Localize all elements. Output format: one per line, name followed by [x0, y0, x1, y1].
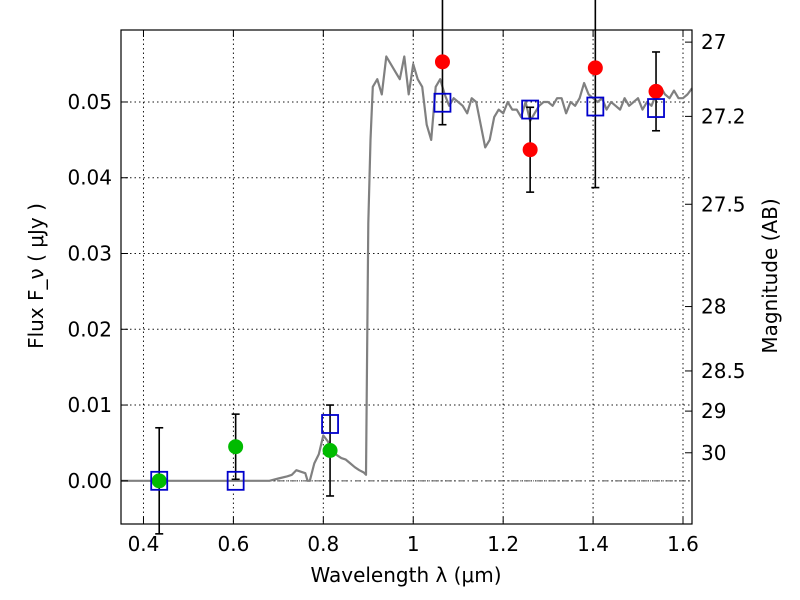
x-tick-label: 1 — [407, 532, 420, 556]
x-tick-label: 1.2 — [487, 532, 519, 556]
y2-tick-label: 29 — [701, 399, 726, 423]
y-tick-label: 0.00 — [67, 469, 112, 493]
y-tick-label: 0.02 — [67, 317, 112, 341]
observation-point — [322, 443, 338, 459]
x-tick-label: 1.4 — [577, 532, 609, 556]
y2-tick-label: 27 — [701, 30, 726, 54]
plot-frame — [120, 29, 693, 525]
x-tick-label: 1.6 — [667, 532, 699, 556]
observation-point — [151, 473, 167, 489]
x-axis-label: Wavelength λ (μm) — [310, 563, 501, 587]
spectrum-group — [121, 55, 693, 482]
model-point — [586, 96, 605, 117]
model-point — [433, 92, 452, 113]
y2-tick-label: 27.2 — [701, 104, 746, 128]
y2-axis-label: Magnitude (AB) — [758, 198, 782, 353]
model-points — [150, 92, 665, 491]
model-point — [226, 470, 245, 491]
y-tick-label: 0.01 — [67, 393, 112, 417]
model-point — [521, 99, 540, 120]
y-tick-label: 0.03 — [67, 242, 112, 266]
observation-point — [648, 83, 664, 99]
y2-tick-label: 28 — [701, 295, 726, 319]
y2-tick-label: 28.5 — [701, 359, 746, 383]
observation-points — [151, 54, 664, 489]
x-tick-label: 0.6 — [217, 532, 249, 556]
spectrum-line — [121, 55, 693, 482]
grid-lines — [121, 30, 692, 524]
observation-point — [522, 142, 538, 158]
y-axis-label: Flux F_ν ( μJy ) — [24, 203, 48, 349]
y2-tick-label: 27.5 — [701, 192, 746, 216]
x-tick-label: 0.4 — [128, 532, 160, 556]
model-point — [321, 414, 339, 434]
y-tick-label: 0.04 — [67, 166, 112, 190]
model-point — [647, 98, 665, 118]
y-axis-ticks: 0.00 0.01 0.02 0.03 0.04 0.05 — [67, 90, 128, 493]
y2-tick-label: 30 — [701, 441, 726, 465]
observation-point — [228, 439, 244, 455]
observation-point — [587, 60, 603, 76]
model-point — [150, 470, 169, 491]
x-axis-ticks: 0.4 0.6 0.8 1 1.2 1.4 1.6 — [128, 30, 699, 556]
observation-point — [434, 54, 450, 70]
y2-axis-ticks: 27 27.2 27.5 28 28.5 29 30 — [685, 30, 746, 465]
y-tick-label: 0.05 — [67, 90, 112, 114]
x-tick-label: 0.8 — [307, 532, 339, 556]
